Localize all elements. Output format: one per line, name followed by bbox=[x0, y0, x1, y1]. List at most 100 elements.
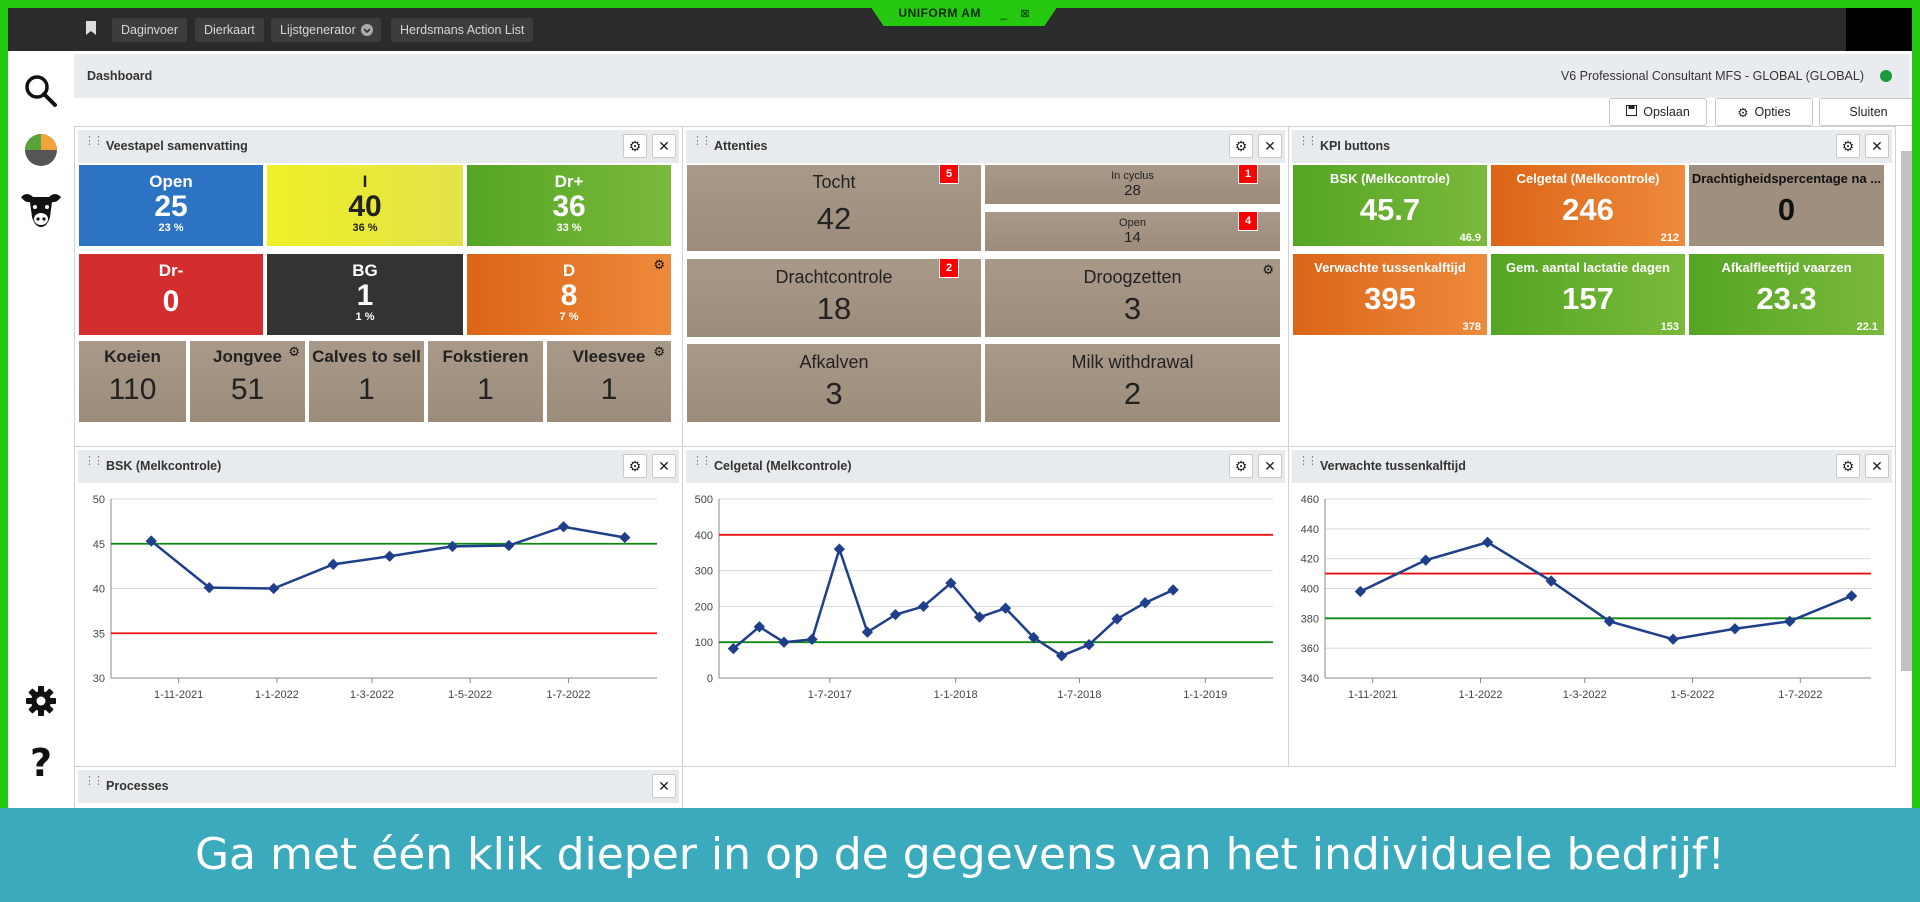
tile-drachtcontrole[interactable]: 2 Drachtcontrole 18 bbox=[687, 258, 981, 337]
close-icon[interactable]: ✕ bbox=[652, 774, 676, 798]
tile-in-cyclus[interactable]: 1 In cyclus 28 bbox=[985, 164, 1280, 204]
scrollbar[interactable] bbox=[1901, 151, 1912, 671]
data-point bbox=[778, 636, 790, 648]
kpi-afkalfleeftijd[interactable]: Afkalfleeftijd vaarzen 23.3 22.1 bbox=[1689, 254, 1884, 335]
gear-icon[interactable]: ⚙ bbox=[1229, 454, 1253, 478]
drag-handle-icon[interactable]: ⋮⋮ bbox=[1298, 135, 1318, 147]
gear-icon[interactable]: ⚙ bbox=[623, 454, 647, 478]
y-tick-label: 380 bbox=[1301, 613, 1319, 625]
status-indicator bbox=[1880, 70, 1892, 82]
drag-handle-icon[interactable]: ⋮⋮ bbox=[692, 135, 712, 147]
drag-handle-icon[interactable]: ⋮⋮ bbox=[84, 775, 104, 787]
panel-title: Verwachte tussenkalftijd bbox=[1320, 459, 1466, 473]
drag-handle-icon[interactable]: ⋮⋮ bbox=[84, 135, 104, 147]
data-point bbox=[917, 600, 930, 613]
tile-fokstieren[interactable]: Fokstieren 1 bbox=[428, 341, 543, 422]
data-point bbox=[1167, 584, 1179, 596]
tile-milk-withdrawal[interactable]: Milk withdrawal 2 bbox=[985, 344, 1280, 422]
gear-icon[interactable]: ⚙ bbox=[288, 344, 300, 359]
close-icon[interactable]: ✕ bbox=[1865, 134, 1889, 158]
tile-dr-plus[interactable]: Dr+ 36 33 % bbox=[467, 165, 671, 246]
x-tick-label: 1-1-2018 bbox=[934, 689, 978, 701]
panel-title: Veestapel samenvatting bbox=[106, 139, 248, 153]
tile-droogzetten[interactable]: ⚙ Droogzetten 3 bbox=[985, 259, 1280, 337]
tile-label: Koeien bbox=[104, 347, 161, 366]
tile-koeien[interactable]: Koeien 110 bbox=[79, 341, 186, 422]
y-tick-label: 100 bbox=[695, 637, 713, 649]
data-point bbox=[973, 611, 986, 623]
pie-chart-icon[interactable] bbox=[19, 128, 63, 172]
save-button[interactable]: Opslaan bbox=[1609, 98, 1707, 126]
tile-label: Open bbox=[149, 172, 193, 191]
data-point bbox=[1354, 585, 1366, 598]
bookmark-icon[interactable] bbox=[86, 21, 96, 39]
tile-jongvee[interactable]: ⚙ Jongvee 51 bbox=[190, 341, 305, 422]
y-tick-label: 40 bbox=[93, 584, 105, 596]
nav-dierkaart[interactable]: Dierkaart bbox=[195, 18, 264, 42]
close-icon[interactable]: ✕ bbox=[652, 454, 676, 478]
drag-handle-icon[interactable]: ⋮⋮ bbox=[84, 455, 104, 467]
gear-icon[interactable]: ⚙ bbox=[1262, 262, 1274, 277]
options-button[interactable]: ⚙ Opties bbox=[1715, 98, 1813, 126]
search-icon[interactable] bbox=[19, 69, 63, 113]
nav-lijstgenerator-label: Lijstgenerator bbox=[280, 23, 356, 37]
minimize-icon[interactable]: _ bbox=[1000, 8, 1007, 20]
help-icon[interactable]: ? bbox=[29, 741, 53, 785]
close-icon[interactable]: ✕ bbox=[1865, 454, 1889, 478]
restore-icon[interactable]: ⊠ bbox=[1020, 8, 1030, 20]
panel-chart-tussenkalftijd: ⋮⋮ Verwachte tussenkalftijd ⚙ ✕ 340 360 38… bbox=[1288, 446, 1896, 767]
tile-label: Droogzetten bbox=[1083, 267, 1182, 287]
kpi-celgetal[interactable]: Celgetal (Melkcontrole) 246 212 bbox=[1491, 165, 1685, 246]
window-corner bbox=[1846, 8, 1912, 51]
tile-bg[interactable]: BG 1 1 % bbox=[267, 254, 463, 335]
tile-value: 2 bbox=[1123, 376, 1142, 411]
close-icon[interactable]: ✕ bbox=[1258, 454, 1282, 478]
tile-calves-to-sell[interactable]: Calves to sell 1 bbox=[309, 341, 424, 422]
tile-dr-minus[interactable]: Dr- 0 bbox=[79, 254, 263, 335]
tile-value: 0 bbox=[162, 285, 180, 318]
tile-afkalven[interactable]: Afkalven 3 bbox=[687, 344, 981, 422]
kpi-label: Verwachte tussenkalftijd bbox=[1314, 260, 1466, 275]
kpi-drachtigheid[interactable]: Drachtigheidspercentage na ... 0 bbox=[1689, 165, 1884, 246]
tile-open[interactable]: Open 25 23 % bbox=[79, 165, 263, 246]
gear-icon[interactable] bbox=[19, 679, 63, 723]
y-tick-label: 400 bbox=[1301, 584, 1319, 596]
drag-handle-icon[interactable]: ⋮⋮ bbox=[692, 455, 712, 467]
tile-i[interactable]: I 40 36 % bbox=[267, 165, 463, 246]
panel-title: KPI buttons bbox=[1320, 139, 1391, 153]
tile-open-cows[interactable]: 4 Open 14 bbox=[985, 211, 1280, 251]
close-button[interactable]: Sluiten bbox=[1819, 98, 1912, 126]
data-point bbox=[1667, 633, 1679, 645]
kpi-lactatiedagen[interactable]: Gem. aantal lactatie dagen 157 153 bbox=[1491, 254, 1685, 335]
tile-label: Drachtcontrole bbox=[775, 267, 893, 287]
data-point bbox=[1111, 613, 1123, 625]
tile-value: 51 bbox=[230, 373, 265, 406]
y-tick-label: 460 bbox=[1301, 494, 1319, 506]
tile-vleesvee[interactable]: ⚙ Vleesvee 1 bbox=[547, 341, 671, 422]
close-icon[interactable]: ✕ bbox=[1258, 134, 1282, 158]
gear-icon[interactable]: ⚙ bbox=[1836, 454, 1860, 478]
data-point bbox=[1729, 623, 1741, 635]
nav-lijstgenerator[interactable]: Lijstgenerator bbox=[271, 18, 381, 42]
x-tick-label: 1-7-2018 bbox=[1057, 689, 1101, 701]
gear-icon[interactable]: ⚙ bbox=[1229, 134, 1253, 158]
kpi-tussenkalftijd[interactable]: Verwachte tussenkalftijd 395 378 bbox=[1293, 254, 1487, 335]
promo-banner: Ga met één klik dieper in op de gegevens… bbox=[0, 808, 1920, 902]
panel-header: ⋮⋮ Verwachte tussenkalftijd ⚙ ✕ bbox=[1292, 450, 1892, 483]
gear-icon[interactable]: ⚙ bbox=[1836, 134, 1860, 158]
nav-herdsmans-action-list[interactable]: Herdsmans Action List bbox=[391, 18, 534, 42]
tile-tocht[interactable]: 5 Tocht 42 bbox=[687, 164, 981, 251]
kpi-bsk[interactable]: BSK (Melkcontrole) 45.7 46.9 bbox=[1293, 165, 1487, 246]
y-tick-label: 300 bbox=[695, 566, 713, 578]
nav-daginvoer[interactable]: Daginvoer bbox=[112, 18, 187, 42]
gear-icon: ⚙ bbox=[1737, 105, 1749, 120]
y-tick-label: 35 bbox=[93, 628, 105, 640]
close-icon[interactable]: ✕ bbox=[652, 134, 676, 158]
gear-icon[interactable]: ⚙ bbox=[623, 134, 647, 158]
gear-icon[interactable]: ⚙ bbox=[653, 344, 665, 359]
tile-d[interactable]: ⚙ D 8 7 % bbox=[467, 254, 671, 335]
drag-handle-icon[interactable]: ⋮⋮ bbox=[1298, 455, 1318, 467]
gear-icon[interactable]: ⚙ bbox=[653, 257, 665, 272]
y-tick-label: 500 bbox=[695, 494, 713, 506]
cow-icon[interactable] bbox=[19, 187, 63, 231]
